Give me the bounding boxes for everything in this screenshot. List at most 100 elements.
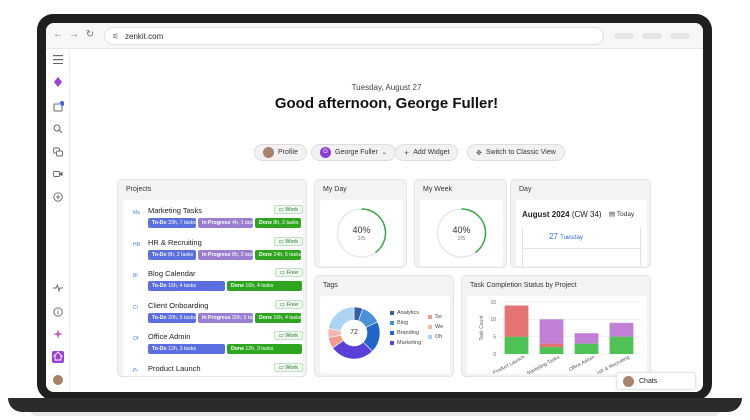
forward-icon[interactable]: → <box>69 29 79 40</box>
chevron-down-icon: ⌄ <box>381 150 387 156</box>
project-status-bar[interactable]: To-Do 33h, 7 tasks <box>148 218 196 228</box>
chart-bar-segment[interactable] <box>574 343 599 354</box>
back-icon[interactable]: ← <box>53 29 63 40</box>
user-avatar[interactable] <box>52 375 64 387</box>
my-week-percent: 40% <box>452 225 471 235</box>
toolbar-placeholder-1 <box>614 33 634 39</box>
projects-title: Projects <box>126 186 152 193</box>
project-name[interactable]: Product Launch <box>148 363 201 373</box>
classic-view-button[interactable]: ✥ Switch to Classic View <box>467 144 565 161</box>
y-tick-label: 5 <box>493 334 496 340</box>
activity-icon[interactable] <box>52 283 64 295</box>
chart-bar-segment[interactable] <box>539 319 564 344</box>
project-workspace-badge: ▭ Free <box>274 268 303 277</box>
info-icon[interactable] <box>52 307 64 319</box>
home-icon[interactable] <box>52 351 64 363</box>
tag-legend-item[interactable]: We <box>428 324 443 330</box>
project-status-bar[interactable]: To-Do 20h, 5 tasks <box>148 312 196 323</box>
add-widget-label: Add Widget <box>413 149 450 156</box>
project-workspace-badge: ▭ Work <box>273 331 303 340</box>
site-settings-icon[interactable]: ⚟ <box>112 32 120 41</box>
search-icon[interactable] <box>52 124 64 136</box>
tag-legend-item[interactable]: Oh <box>428 334 442 340</box>
chart-bar-segment[interactable] <box>609 322 634 337</box>
project-workspace-badge: ▭ Free <box>274 299 303 309</box>
sidebar: 5 <box>46 49 70 392</box>
today-button[interactable]: ▤ Today <box>609 211 635 218</box>
chart-bar-segment[interactable] <box>504 305 529 337</box>
my-day-title: My Day <box>323 186 347 193</box>
project-workspace-badge: ▭ Work <box>273 236 303 246</box>
project-abbr: Of <box>133 336 139 342</box>
day-widget: Day August 2024 (CW 34) ▤ Today 27 Tuesd… <box>510 179 651 268</box>
chart-bar-segment[interactable] <box>609 336 634 354</box>
my-week-title: My Week <box>423 186 453 193</box>
tag-legend-item[interactable]: Marketing <box>390 340 421 346</box>
my-day-progress-arc <box>336 208 387 258</box>
tag-legend-item[interactable]: So <box>428 314 442 320</box>
laptop-shadow <box>30 410 720 416</box>
tag-legend-item[interactable]: Branding <box>390 330 419 336</box>
project-status-bar[interactable]: Done 8h, 2 tasks <box>255 218 301 228</box>
reload-icon[interactable]: ↻ <box>85 29 95 40</box>
chart-bar-segment[interactable] <box>574 333 599 344</box>
project-row[interactable]: Bl Blog Calendar ▭ Free To-Do 16h, 4 tasks D… <box>133 267 303 297</box>
project-row[interactable]: Cl Client Onboarding ▭ Free To-Do 20h, 5 ta… <box>133 299 303 329</box>
toolbar-placeholder-3 <box>670 33 690 39</box>
project-row[interactable]: HR HR & Recruiting ▭ Work To-Do 8h, 2 tasks… <box>133 236 303 266</box>
y-axis-label: Task Count <box>479 315 485 341</box>
project-status-bar[interactable]: To-Do 16h, 4 tasks <box>148 281 225 291</box>
user-initial-avatar: G <box>320 147 331 158</box>
chat-bubbles-icon[interactable] <box>52 147 64 159</box>
laptop-base <box>8 398 742 412</box>
project-name[interactable]: Blog Calendar <box>148 269 196 278</box>
task-status-chart: 15 10 5 0 Task Count Product Launch Marketing … <box>479 300 639 377</box>
project-row[interactable]: Ma Marketing Tasks ▭ Work To-Do 33h, 7 task… <box>133 204 303 234</box>
my-week-count: 2/5 <box>457 236 466 242</box>
chart-bar-segment[interactable] <box>539 343 564 348</box>
x-tick-label: Office Admin <box>568 354 596 373</box>
project-name[interactable]: Client Onboarding <box>148 300 209 310</box>
project-status-bar[interactable]: To-Do 8h, 2 tasks <box>148 249 196 260</box>
zenkit-logo-icon[interactable] <box>52 77 64 89</box>
project-status-bar[interactable]: In Progress 8h, 2 tasks <box>198 249 253 260</box>
menu-icon[interactable] <box>52 55 64 67</box>
my-day-count: 2/5 <box>357 236 366 242</box>
project-status-bar[interactable]: Done 12h, 3 tasks <box>227 344 302 354</box>
chart-bar-segment[interactable] <box>504 336 529 354</box>
user-name-label: George Fuller <box>335 149 378 156</box>
chats-label: Chats <box>639 377 658 385</box>
project-status-bar[interactable]: In Progress 4h, 1 task <box>198 218 253 228</box>
profile-button[interactable]: Profile <box>254 144 307 161</box>
project-workspace-badge: ▭ Work <box>273 205 303 214</box>
project-status-bar[interactable]: Done 16h, 4 tasks <box>227 281 302 291</box>
address-bar[interactable]: ⚟ zenkit.com <box>104 27 604 45</box>
project-status-bar[interactable]: In Progress 20h, 5 tasks <box>198 312 253 323</box>
chats-button[interactable]: Chats <box>616 372 696 390</box>
project-status-bar[interactable]: To-Do 12h, 3 tasks <box>148 344 225 354</box>
video-icon[interactable] <box>52 169 64 181</box>
my-day-widget: My Day 40% 2/5 <box>314 179 407 268</box>
project-name[interactable]: Office Admin <box>148 332 191 341</box>
tags-title: Tags <box>323 282 338 289</box>
tag-slice-oh[interactable] <box>328 306 355 332</box>
inbox-icon[interactable]: 5 <box>52 101 64 113</box>
project-abbr: Bl <box>133 273 138 279</box>
user-switcher[interactable]: G George Fuller ⌄ <box>311 144 396 161</box>
project-row[interactable]: Pr Product Launch ▭ Work <box>133 362 303 377</box>
plus-icon: + <box>404 147 410 158</box>
project-row[interactable]: Of Office Admin ▭ Work To-Do 12h, 3 tasks Do… <box>133 330 303 360</box>
profile-label: Profile <box>278 149 298 156</box>
task-status-title: Task Completion Status by Project <box>470 282 577 289</box>
project-status-bar[interactable]: Done 16h, 4 tasks <box>255 312 301 323</box>
tag-legend-item[interactable]: Analytics <box>390 310 419 316</box>
chart-bar-segment[interactable] <box>539 347 564 354</box>
app-screen: ← → ↻ ⚟ zenkit.com 5 <box>46 23 703 392</box>
add-circle-icon[interactable] <box>52 192 64 204</box>
project-name[interactable]: Marketing Tasks <box>148 206 203 215</box>
add-widget-button[interactable]: + Add Widget <box>395 144 459 161</box>
project-name[interactable]: HR & Recruiting <box>148 237 202 247</box>
project-status-bar[interactable]: Done 24h, 5 tasks <box>255 249 301 260</box>
ai-sparkle-icon[interactable] <box>52 329 64 341</box>
tag-legend-item[interactable]: Blog <box>390 320 408 326</box>
